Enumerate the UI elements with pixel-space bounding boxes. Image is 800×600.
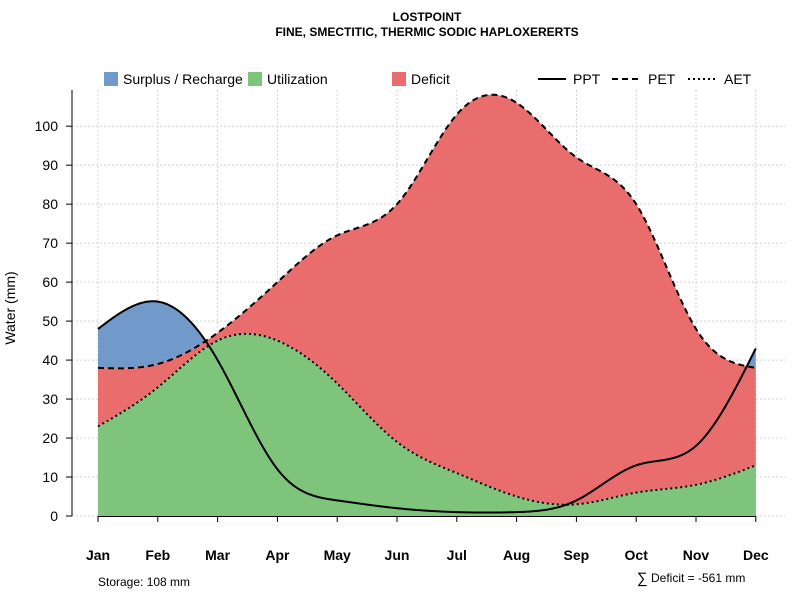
x-tick-label-feb: Feb: [145, 547, 170, 563]
legend-label-surplus: Surplus / Recharge: [123, 71, 243, 87]
legend-label-ppt: PPT: [573, 71, 601, 87]
legend-label-pet: PET: [648, 71, 676, 87]
series-lines: [97, 93, 757, 514]
x-tick-label-apr: Apr: [265, 547, 290, 563]
x-tick-label-jul: Jul: [447, 547, 467, 563]
legend-label-deficit: Deficit: [411, 71, 450, 87]
y-tick-label-0: 0: [50, 508, 58, 524]
sum-symbol: ∑: [637, 570, 648, 587]
y-tick-label-20: 20: [42, 430, 58, 446]
y-tick-label-100: 100: [35, 118, 59, 134]
axes: 0 10 20 30 40 50 60 70 80 90 100 Jan Feb Mar Apr May Jun…: [35, 90, 769, 563]
x-tick-label-jun: Jun: [385, 547, 410, 563]
x-tick-label-mar: Mar: [205, 547, 230, 563]
line-ppt: [97, 300, 757, 514]
surplus-area: [98, 94, 756, 369]
storage-note: Storage: 108 mm: [98, 575, 190, 589]
legend-swatch-deficit: [392, 72, 406, 86]
x-tick-label-aug: Aug: [503, 547, 530, 563]
x-tick-label-dec: Dec: [743, 547, 769, 563]
x-tick-label-sep: Sep: [564, 547, 590, 563]
line-pet: [97, 93, 756, 370]
y-tick-label-60: 60: [42, 274, 58, 290]
chart-title: LOSTPOINT: [393, 10, 462, 24]
legend-swatch-surplus: [104, 72, 118, 86]
area-fills: [98, 94, 756, 516]
x-tick-label-may: May: [324, 547, 351, 563]
deficit-area: [98, 94, 756, 505]
y-tick-label-70: 70: [42, 235, 58, 251]
y-tick-label-10: 10: [42, 469, 58, 485]
y-tick-label-30: 30: [42, 391, 58, 407]
legend-swatch-utilization: [248, 72, 262, 86]
x-tick-label-jan: Jan: [86, 547, 110, 563]
y-tick-label-50: 50: [42, 313, 58, 329]
y-axis-label: Water (mm): [2, 271, 18, 344]
legend: Surplus / Recharge Utilization Deficit P…: [104, 71, 752, 87]
chart-subtitle: FINE, SMECTITIC, THERMIC SODIC HAPLOXERE…: [275, 25, 578, 39]
x-tick-label-oct: Oct: [625, 547, 649, 563]
legend-label-utilization: Utilization: [267, 71, 328, 87]
line-aet: [97, 332, 757, 506]
y-tick-label-90: 90: [42, 157, 58, 173]
legend-label-aet: AET: [724, 71, 752, 87]
y-tick-label-40: 40: [42, 352, 58, 368]
y-tick-label-80: 80: [42, 196, 58, 212]
x-tick-label-nov: Nov: [683, 547, 710, 563]
deficit-total: Deficit = -561 mm: [651, 571, 745, 585]
utilization-area-overlay: [98, 333, 756, 516]
